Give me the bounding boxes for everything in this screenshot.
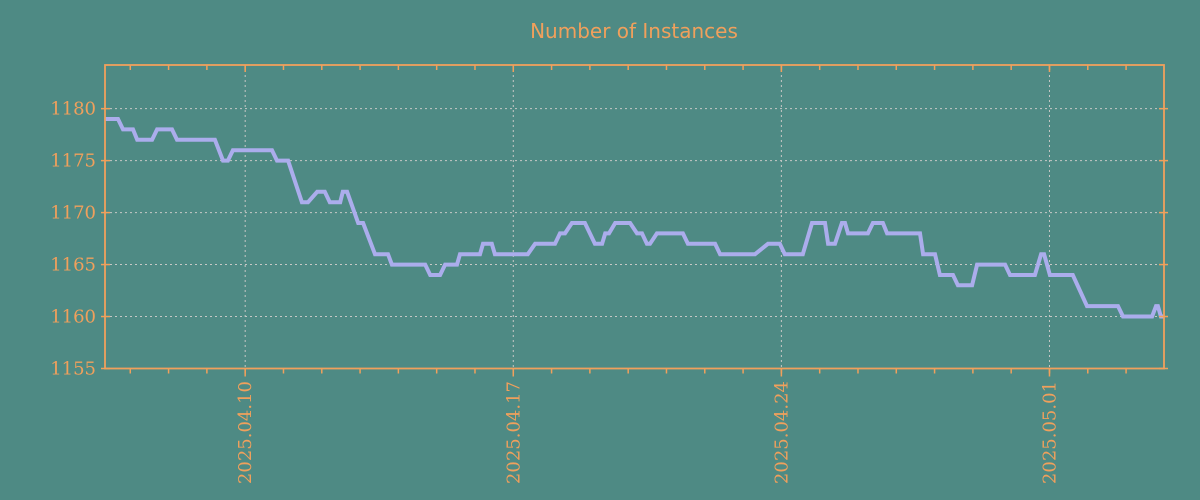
x-tick-label: 2025.05.01 bbox=[1040, 381, 1061, 484]
grid-layer bbox=[105, 65, 1164, 369]
line-layer bbox=[105, 117, 1164, 319]
data-line bbox=[105, 117, 1164, 319]
chart-title: Number of Instances bbox=[530, 19, 738, 43]
x-tick-label: 2025.04.24 bbox=[771, 381, 792, 484]
plot-frame bbox=[104, 64, 1165, 370]
y-tick-label: 1180 bbox=[50, 99, 96, 120]
y-tick-label: 1165 bbox=[50, 255, 96, 276]
label-layer: 1155 1160 1165 1170 1175 1180 2025.04.10 2025.0… bbox=[50, 99, 1060, 484]
frame-layer bbox=[101, 64, 1168, 377]
y-tick-label: 1155 bbox=[50, 359, 96, 380]
y-tick-label: 1160 bbox=[50, 307, 96, 328]
y-tick-label: 1170 bbox=[50, 203, 96, 224]
y-tick-label: 1175 bbox=[50, 151, 96, 172]
x-tick-label: 2025.04.17 bbox=[503, 381, 524, 484]
x-tick-label: 2025.04.10 bbox=[235, 381, 256, 484]
